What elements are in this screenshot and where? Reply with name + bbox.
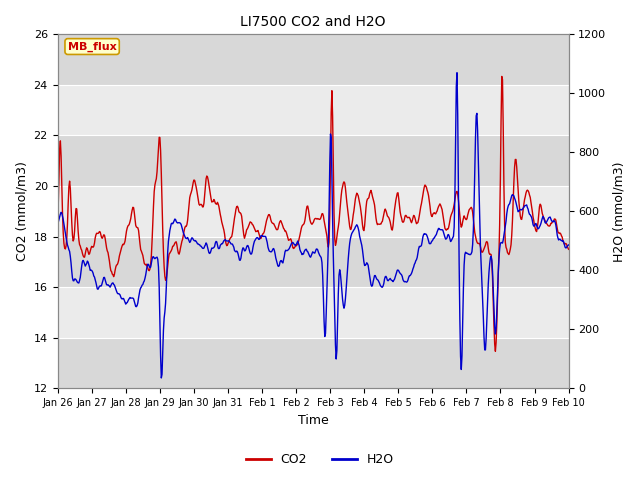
Bar [58, 237, 568, 287]
Text: MB_flux: MB_flux [68, 41, 116, 52]
Y-axis label: CO2 (mmol/m3): CO2 (mmol/m3) [15, 161, 28, 261]
Bar [58, 85, 568, 135]
Legend: CO2, H2O: CO2, H2O [241, 448, 399, 471]
Bar [58, 135, 568, 186]
Title: LI7500 CO2 and H2O: LI7500 CO2 and H2O [240, 15, 386, 29]
Bar [58, 35, 568, 85]
Bar [58, 338, 568, 388]
Bar [58, 287, 568, 338]
X-axis label: Time: Time [298, 414, 328, 427]
Y-axis label: H2O (mmol/m3): H2O (mmol/m3) [612, 161, 625, 262]
Bar [58, 186, 568, 237]
